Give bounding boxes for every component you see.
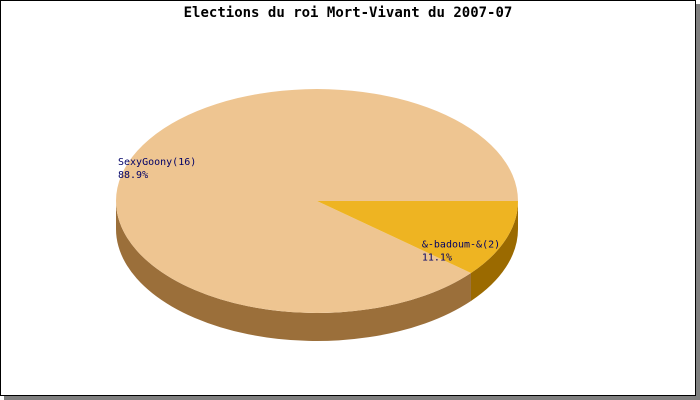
slice-percent-1: 11.1% [422, 252, 452, 263]
chart-title: Elections du roi Mort-Vivant du 2007-07 [183, 5, 513, 21]
slice-label-1: &-badoum-&(2) [422, 239, 500, 250]
pie-slice-1 [317, 201, 518, 273]
pie-slice-side-1 [470, 201, 518, 301]
slice-label-0: SexyGoony(16) [118, 157, 196, 168]
pie-slice-side-0 [116, 201, 471, 341]
slice-percent-0: 88.9% [118, 170, 148, 181]
pie-chart: SexyGoony(16) 88.9% &-badoum-&(2) 11.1% [116, 89, 519, 341]
